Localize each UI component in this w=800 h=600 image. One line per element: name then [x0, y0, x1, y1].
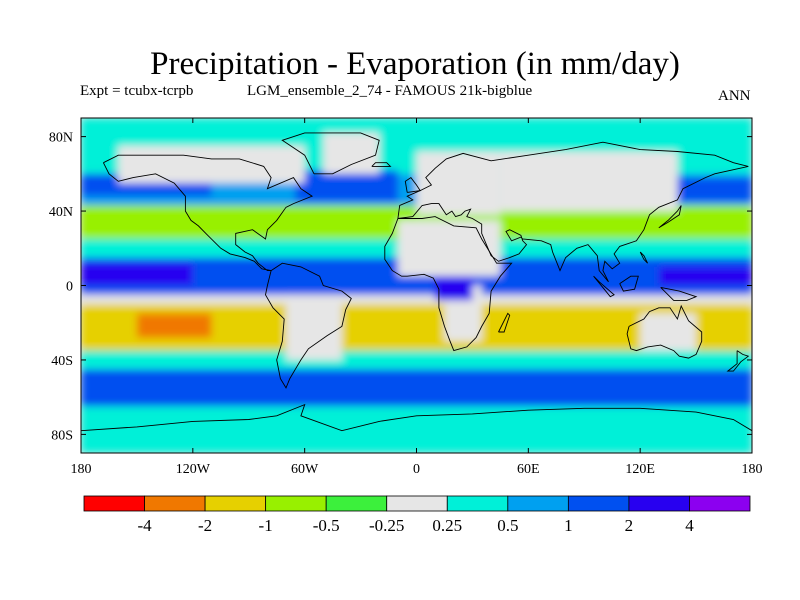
colorbar-box-4: [325, 495, 388, 512]
x-tick-label-0: 180: [71, 462, 92, 477]
colorbar-box-1: [144, 495, 206, 512]
plot-title: Precipitation - Evaporation (in mm/day): [150, 46, 680, 82]
x-tick-label-6: 180: [742, 462, 763, 477]
coastline-13: [726, 350, 750, 372]
coastline-1: [265, 262, 352, 389]
colorbar-label-4: -0.25: [369, 516, 404, 535]
coastline-0: [102, 154, 314, 272]
field-region-22: [640, 313, 697, 351]
coastline-10: [619, 275, 639, 292]
colorbar-box-8: [567, 495, 630, 512]
coastline-14: [639, 251, 649, 264]
colorbar-box-10: [689, 495, 751, 512]
coastline-11: [660, 286, 698, 301]
field-region-8: [81, 263, 193, 286]
coastline-12: [498, 312, 511, 333]
colorbar-box-5: [386, 495, 448, 512]
field-region-19: [118, 145, 305, 184]
x-tick-label-1: 120W: [176, 462, 211, 477]
colorbar-box-0: [83, 495, 145, 512]
colorbar-box-7: [507, 495, 569, 512]
axis-ticks: 180 120W 60W 0 60E 120E 180 80N 40N 0 40S 80S: [49, 118, 763, 477]
coastline-4: [626, 304, 703, 359]
y-tick-label-3: 40S: [51, 354, 73, 369]
field-region-18: [500, 151, 678, 212]
colorbar-label-3: -0.5: [313, 516, 340, 535]
colorbar: -4 -2 -1 -0.5 -0.25 0.25 0.5 1 2 4: [83, 495, 751, 535]
y-tick-label-1: 40N: [49, 205, 73, 220]
colorbar-label-8: 2: [625, 516, 634, 535]
colorbar-box-6: [446, 495, 509, 512]
coastline-3: [397, 141, 749, 283]
y-tick-label-2: 0: [66, 280, 73, 295]
field-region-14: [81, 369, 752, 407]
field-region-17: [416, 151, 501, 215]
colorbar-label-7: 1: [564, 516, 573, 535]
colorbar-label-9: 4: [685, 516, 694, 535]
precip-evap-field: [81, 118, 752, 453]
colorbar-box-3: [265, 495, 327, 512]
colorbar-label-1: -2: [198, 516, 212, 535]
field-region-10: [81, 294, 752, 305]
field-region-24: [323, 132, 380, 174]
field-region-12: [136, 313, 212, 338]
coastline-7: [404, 176, 421, 193]
colorbar-box-2: [204, 495, 267, 512]
coastline-6: [281, 132, 380, 175]
x-tick-label-2: 60W: [291, 462, 319, 477]
colorbar-label-5: 0.25: [432, 516, 462, 535]
coastline-2: [384, 216, 513, 352]
coastline-5: [81, 403, 752, 432]
y-tick-label-0: 80N: [49, 131, 73, 146]
coastline-layer: [81, 132, 752, 432]
colorbar-label-0: -4: [137, 516, 152, 535]
x-tick-label-3: 0: [413, 462, 420, 477]
x-tick-label-4: 60E: [517, 462, 540, 477]
season-label: ANN: [718, 88, 751, 104]
coastline-8: [658, 205, 682, 229]
colorbar-label-6: 0.5: [497, 516, 518, 535]
field-region-21: [435, 276, 473, 301]
colorbar-label-2: -1: [259, 516, 273, 535]
field-region-13: [81, 350, 752, 370]
experiment-label: Expt = tcubx-tcrpb: [80, 83, 194, 99]
coastline-15: [371, 162, 392, 167]
field-region-23: [286, 294, 342, 360]
colorbar-box-9: [628, 495, 690, 512]
ensemble-label: LGM_ensemble_2_74 - FAMOUS 21k-bigblue: [247, 83, 533, 99]
x-tick-label-5: 120E: [625, 462, 655, 477]
field-region-15: [81, 406, 752, 453]
coastline-9: [593, 275, 615, 298]
y-tick-label-4: 80S: [51, 428, 73, 443]
field-region-9: [658, 266, 752, 286]
field-region-16: [397, 220, 501, 277]
